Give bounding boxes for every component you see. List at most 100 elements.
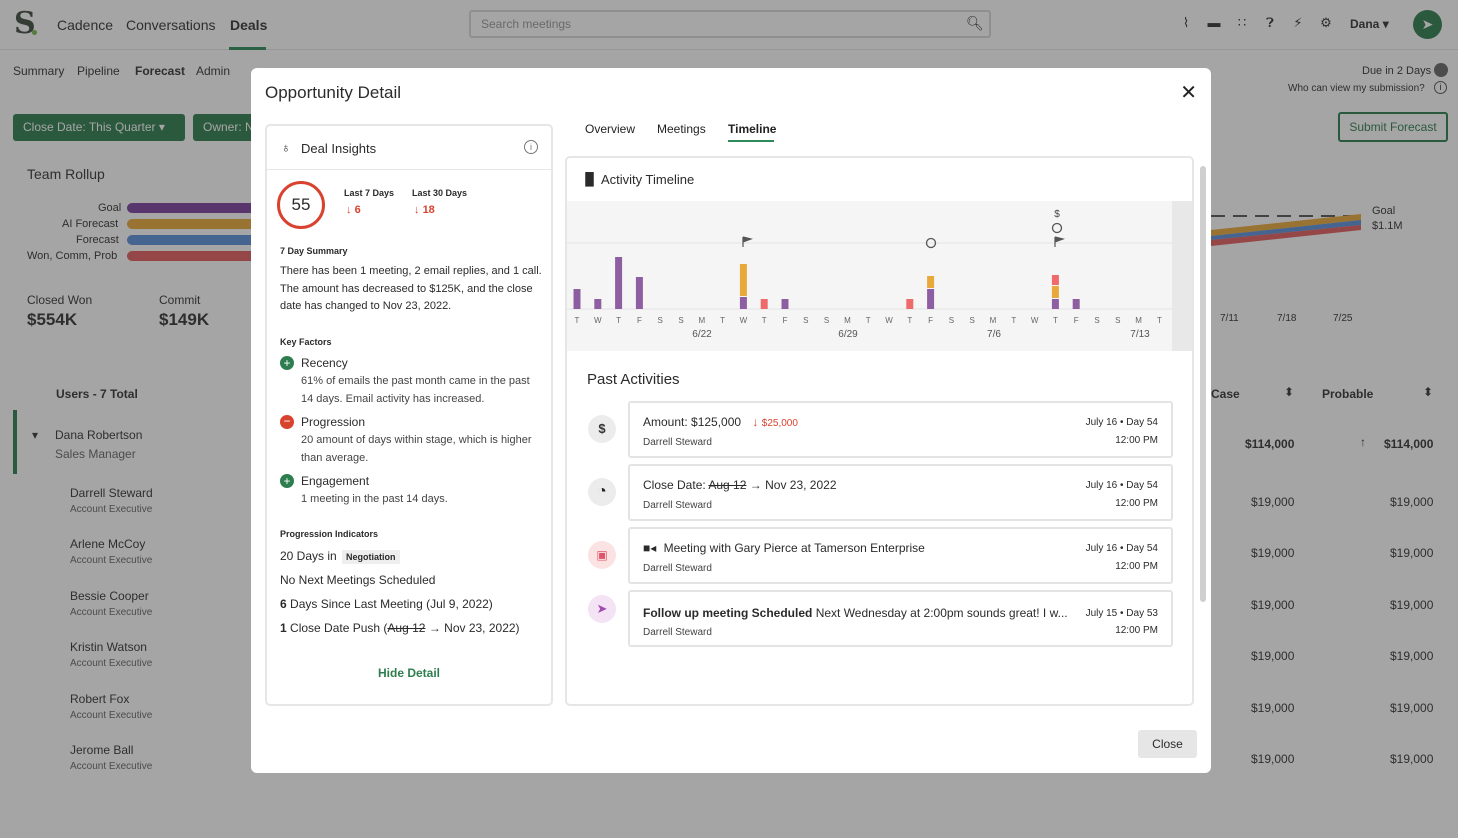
- activity-time: 12:00 PM: [1115, 561, 1158, 572]
- day-label: T: [616, 316, 621, 325]
- key-factors-title: Key Factors: [280, 337, 332, 347]
- user-name[interactable]: Jerome Ball: [70, 743, 134, 757]
- subnav-forecast[interactable]: Forecast: [135, 64, 186, 78]
- timeline-bar: [927, 289, 935, 309]
- days-since-meeting: 6 Days Since Last Meeting (Jul 9, 2022): [280, 597, 493, 611]
- day-label: M: [698, 316, 705, 325]
- summary-title: 7 Day Summary: [280, 246, 348, 256]
- settings-icon[interactable]: ⚙︎: [1320, 15, 1332, 30]
- activity-date: July 16 • Day 54: [1085, 417, 1158, 428]
- tab-overview[interactable]: Overview: [585, 122, 636, 136]
- activity-card[interactable]: Close Date: Aug 12 → Nov 23, 2022 Darrel…: [628, 464, 1173, 521]
- user-name[interactable]: Darrell Steward: [70, 486, 153, 500]
- logo-dot: [32, 30, 37, 35]
- col-case[interactable]: Case: [1211, 387, 1240, 401]
- factor-name: Engagement: [301, 474, 370, 488]
- week-label: 7/13: [1130, 329, 1150, 340]
- arrow-up-icon: ↑: [1360, 435, 1366, 449]
- subnav-pipeline[interactable]: Pipeline: [77, 64, 120, 78]
- user-name[interactable]: Arlene McCoy: [70, 537, 146, 551]
- sort-icon[interactable]: ⬍: [1423, 385, 1434, 399]
- col-probable[interactable]: Probable: [1322, 387, 1374, 401]
- nav-deals[interactable]: Deals: [230, 17, 268, 33]
- subnav-admin[interactable]: Admin: [196, 64, 231, 78]
- chevron-down-icon[interactable]: ▾: [32, 428, 39, 442]
- close-date-filter[interactable]: Close Date: This Quarter ▾: [13, 114, 185, 141]
- info-icon[interactable]: i: [1434, 81, 1447, 94]
- last-7-value: ↓ 6: [346, 204, 361, 216]
- modal-scrollbar[interactable]: [1200, 166, 1206, 602]
- opportunity-detail-modal: Opportunity Detail ✕ ♁ Deal Insights i 5…: [251, 68, 1211, 773]
- close-button[interactable]: Close: [1138, 730, 1197, 758]
- user-name[interactable]: Robert Fox: [70, 692, 130, 706]
- user-name[interactable]: Bessie Cooper: [70, 589, 149, 603]
- activity-card[interactable]: ■◂ Meeting with Gary Pierce at Tamerson …: [628, 527, 1173, 584]
- who-can-view-link[interactable]: Who can view my submission?: [1288, 83, 1425, 94]
- app-logo[interactable]: S: [14, 6, 36, 41]
- case-value: $19,000: [1251, 495, 1295, 509]
- new-date: Nov 23, 2022: [765, 478, 837, 492]
- arrow-down-icon: ↓: [752, 415, 759, 429]
- nav-conversations[interactable]: Conversations: [126, 17, 216, 33]
- days-since-number: 6: [280, 597, 287, 611]
- timeline-bar: [635, 277, 643, 309]
- arrow-right-icon: →: [428, 621, 441, 635]
- close-icon[interactable]: ✕: [1180, 82, 1197, 104]
- day-label: T: [575, 316, 580, 325]
- amount-text: Amount: $125,000: [643, 415, 742, 429]
- probable-value: $19,000: [1390, 701, 1434, 715]
- timeline-bar: [760, 299, 768, 309]
- user-role: Sales Manager: [55, 447, 136, 461]
- goal-chart-label: Goal: [1372, 205, 1396, 217]
- tab-timeline[interactable]: Timeline: [728, 122, 777, 136]
- submit-forecast-button[interactable]: Submit Forecast: [1338, 112, 1448, 142]
- closed-won-label: Closed Won: [27, 293, 93, 307]
- chevron-down-icon: ▾: [1382, 17, 1389, 31]
- send-icon: ➤: [588, 595, 616, 623]
- search-input[interactable]: Search meetings: [469, 10, 991, 38]
- subnav-summary[interactable]: Summary: [13, 64, 65, 78]
- chat-icon[interactable]: ▬: [1207, 15, 1221, 30]
- arrow-right-icon: →: [749, 478, 762, 492]
- nav-cadence[interactable]: Cadence: [57, 17, 114, 33]
- owner-filter[interactable]: Owner: N: [193, 114, 253, 141]
- timeline-bar: [927, 276, 935, 288]
- hide-detail-link[interactable]: Hide Detail: [377, 666, 440, 680]
- goal-bar: [127, 203, 257, 213]
- activity-time: 12:00 PM: [1115, 498, 1158, 509]
- lightning-icon[interactable]: ⚡︎: [1293, 15, 1303, 30]
- progression-title: Progression Indicators: [280, 529, 379, 539]
- activity-card[interactable]: Amount: $125,000 ↓ $25,000 Darrell Stewa…: [628, 401, 1173, 458]
- day-label: T: [720, 316, 725, 325]
- plus-icon: +: [280, 356, 294, 370]
- user-name[interactable]: Dana Robertson: [55, 428, 143, 442]
- follow-up-title: Follow up meeting Scheduled: [643, 606, 813, 620]
- info-icon[interactable]: i: [524, 140, 538, 154]
- last-30-number: 18: [422, 204, 435, 216]
- user-menu[interactable]: Dana ▾: [1350, 17, 1389, 31]
- follow-up-message: Next Wednesday at 2:00pm sounds great! I…: [815, 606, 1068, 620]
- summary-text: There has been 1 meeting, 2 email replie…: [280, 265, 542, 312]
- bar-chart-icon: ▐▌: [581, 172, 599, 186]
- week-label: 6/22: [692, 329, 712, 340]
- apps-grid-icon[interactable]: ∷: [1237, 15, 1247, 30]
- timeline-chart-area: [567, 201, 1192, 351]
- timeline-bar: [1051, 286, 1059, 298]
- timeline-bar: [1072, 299, 1080, 309]
- rocket-icon[interactable]: ➤: [1413, 10, 1442, 39]
- timeline-scroll-edge[interactable]: [1172, 201, 1192, 351]
- date-tick: 7/25: [1333, 313, 1353, 324]
- factor-text: 61% of emails the past month came in the…: [301, 375, 530, 405]
- dollar-icon: $: [1054, 209, 1060, 220]
- clock-icon: ◔: [588, 478, 616, 506]
- user-name[interactable]: Kristin Watson: [70, 640, 147, 654]
- tab-meetings[interactable]: Meetings: [657, 122, 706, 136]
- last-30-value: ↓ 18: [414, 204, 435, 216]
- activity-card[interactable]: Follow up meeting Scheduled Next Wednesd…: [628, 590, 1173, 647]
- help-icon[interactable]: ❓︎: [1266, 15, 1274, 30]
- day-label: S: [803, 316, 808, 325]
- search-icon[interactable]: 🔍︎: [966, 15, 984, 31]
- sort-icon[interactable]: ⬍: [1284, 385, 1295, 399]
- activity-icon[interactable]: ⌇: [1182, 15, 1190, 30]
- timeline-bar: [781, 299, 789, 309]
